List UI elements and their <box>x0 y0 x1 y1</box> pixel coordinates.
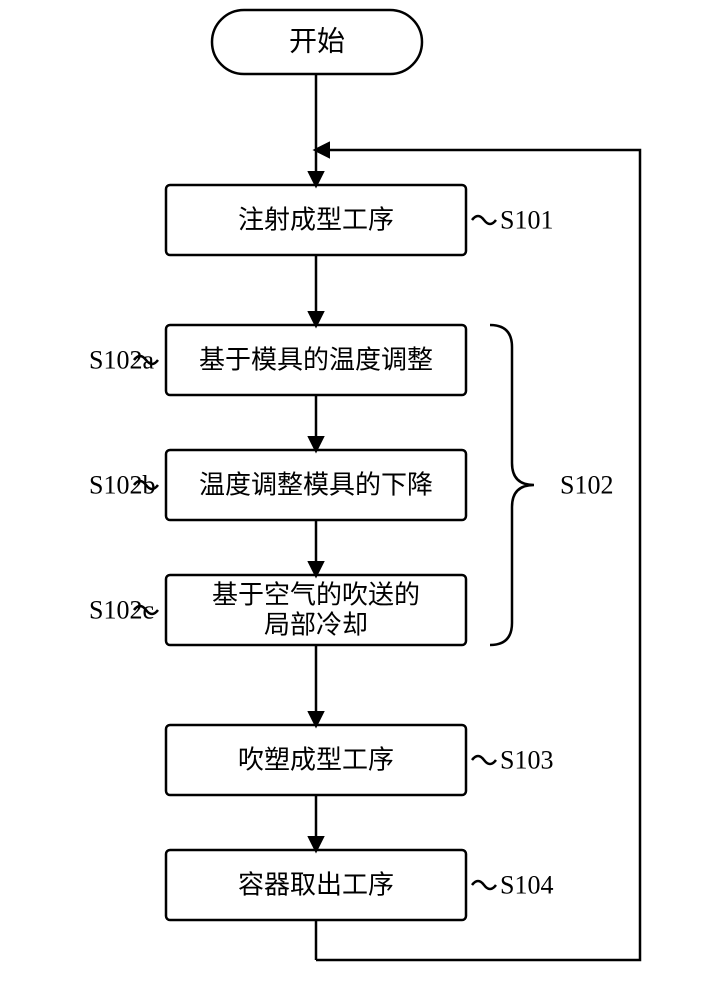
svg-text:S102c: S102c <box>89 596 154 625</box>
svg-text:容器取出工序: 容器取出工序 <box>238 871 394 900</box>
svg-text:S102: S102 <box>560 471 613 500</box>
svg-text:局部冷却: 局部冷却 <box>264 610 368 639</box>
svg-text:S103: S103 <box>500 746 553 775</box>
svg-text:吹塑成型工序: 吹塑成型工序 <box>238 746 394 775</box>
svg-text:基于模具的温度调整: 基于模具的温度调整 <box>199 346 433 375</box>
flowchart: 开始注射成型工序S101基于模具的温度调整S102a温度调整模具的下降S102b… <box>0 0 711 1000</box>
svg-text:基于空气的吹送的: 基于空气的吹送的 <box>212 581 420 610</box>
feedback-loop <box>316 150 640 960</box>
brace-s102 <box>490 325 534 645</box>
svg-text:注射成型工序: 注射成型工序 <box>238 206 394 235</box>
svg-text:S101: S101 <box>500 206 553 235</box>
svg-text:S104: S104 <box>500 871 553 900</box>
svg-text:开始: 开始 <box>289 26 345 58</box>
svg-text:温度调整模具的下降: 温度调整模具的下降 <box>199 471 433 500</box>
